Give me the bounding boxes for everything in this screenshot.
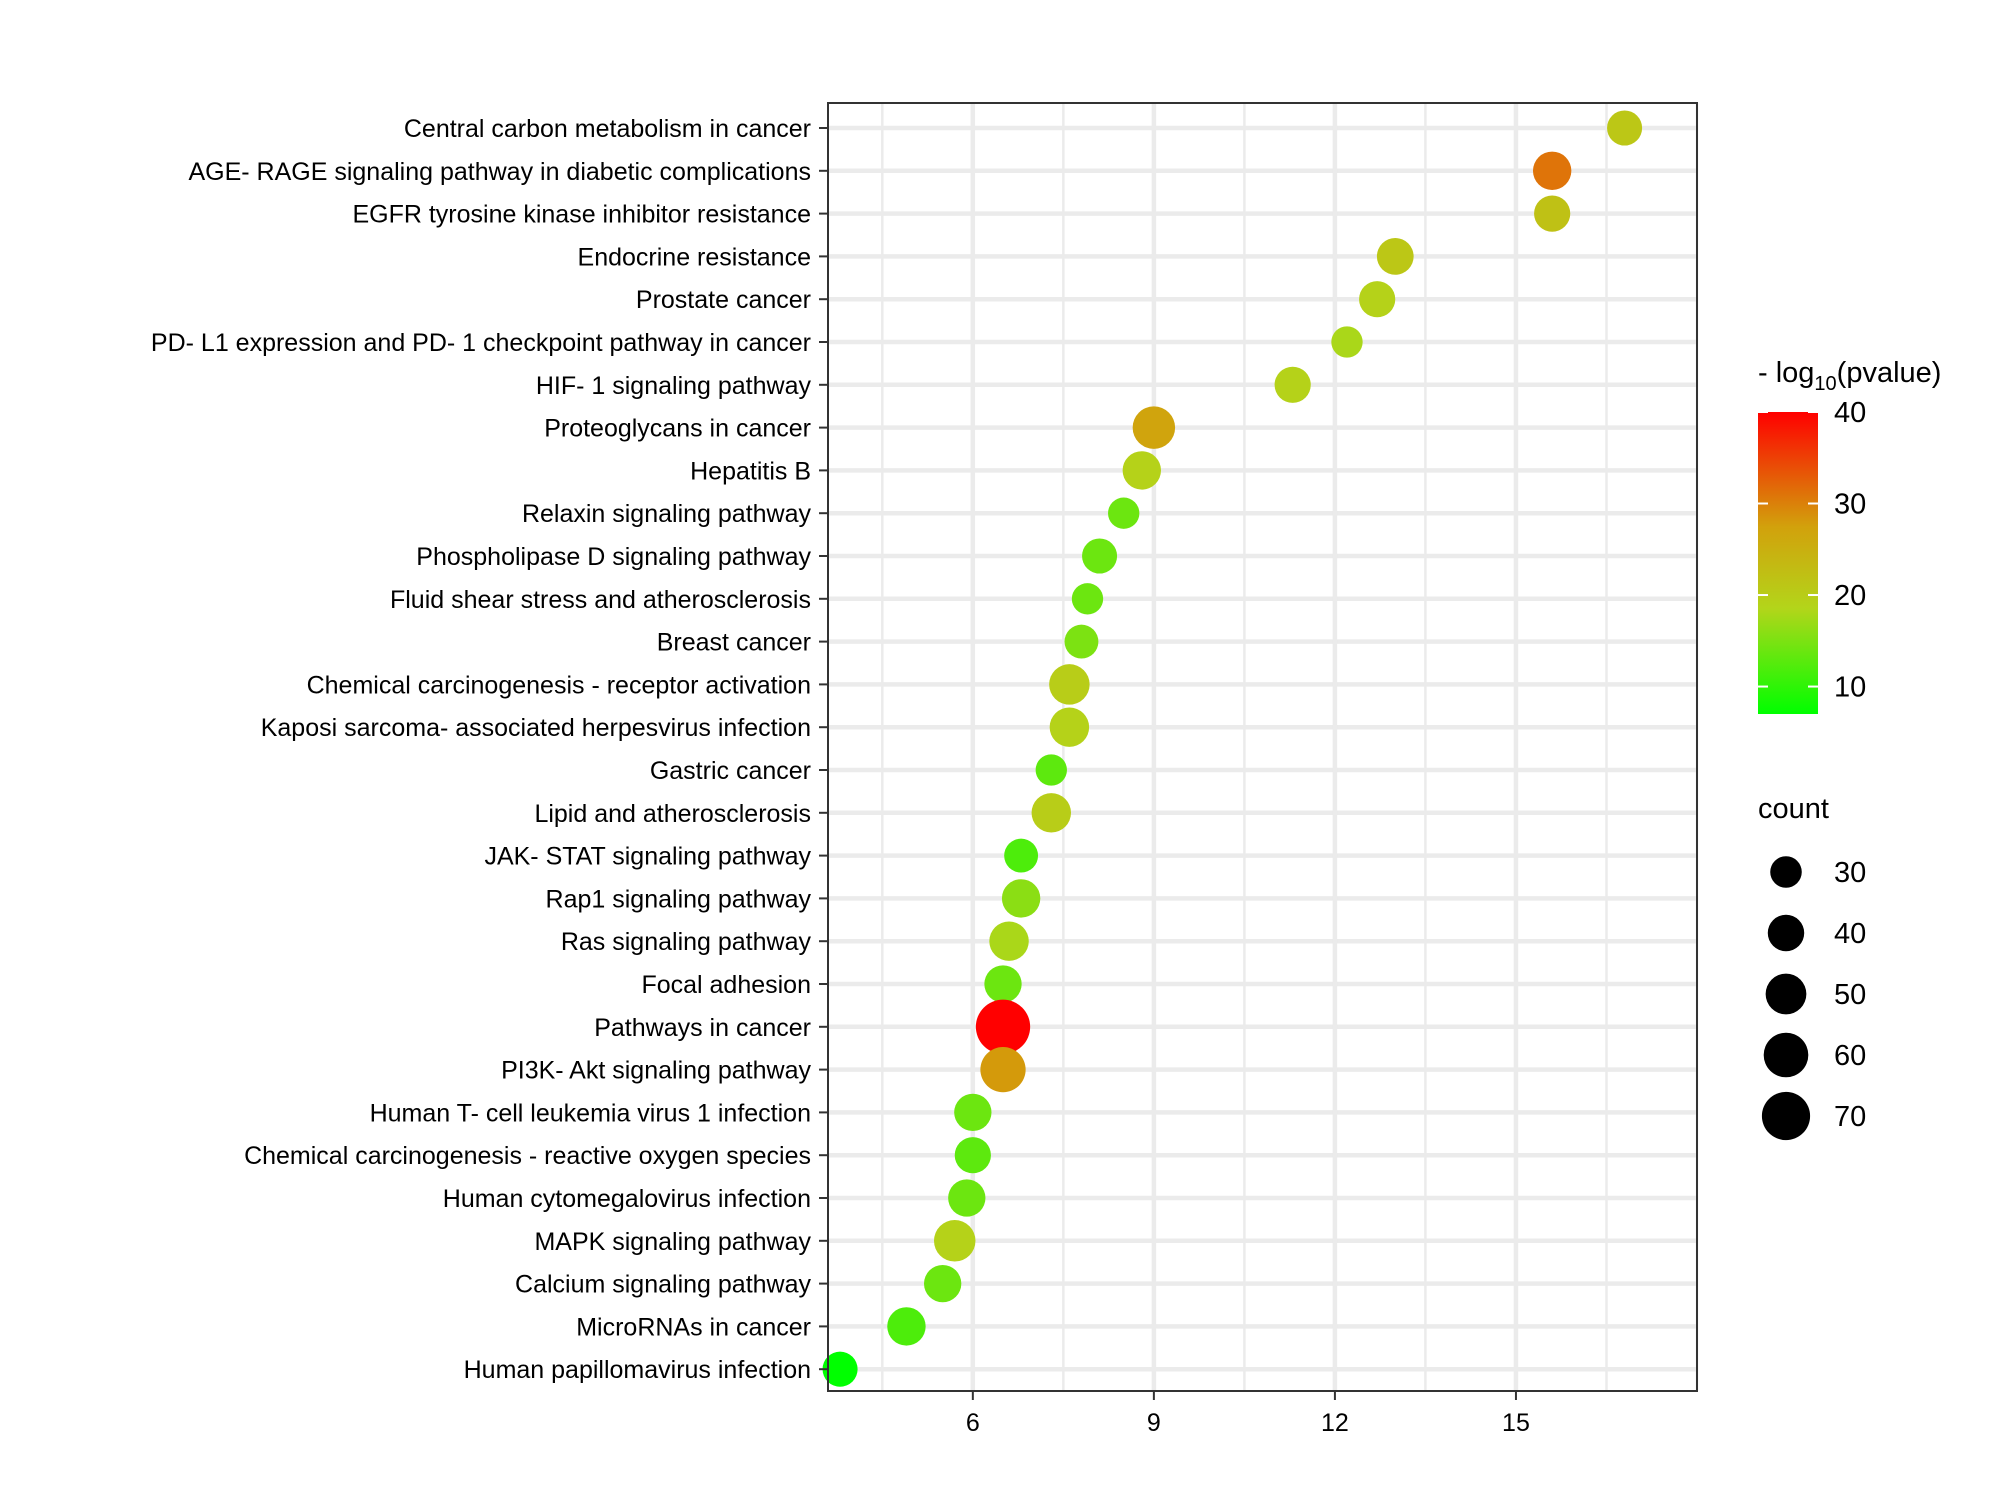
color-tick-label: 10 <box>1834 672 1866 704</box>
data-point <box>1049 707 1090 747</box>
x-tick-label: 15 <box>1502 1409 1530 1437</box>
data-point <box>1082 538 1118 574</box>
y-tick-label: Ras signaling pathway <box>561 928 812 956</box>
y-tick-label: HIF- 1 signaling pathway <box>536 372 812 400</box>
y-tick-label: Central carbon metabolism in cancer <box>404 115 811 143</box>
data-point <box>1122 451 1162 490</box>
y-tick-label: AGE- RAGE signaling pathway in diabetic … <box>188 158 811 186</box>
size-legend-label: 70 <box>1834 1101 1866 1133</box>
color-gradient-bar <box>1758 412 1818 714</box>
color-tick-label: 40 <box>1834 397 1866 429</box>
y-tick-label: PD- L1 expression and PD- 1 checkpoint p… <box>151 329 811 357</box>
y-tick-label: Human cytomegalovirus infection <box>443 1185 811 1213</box>
y-tick-label: Kaposi sarcoma- associated herpesvirus i… <box>261 714 811 742</box>
data-point <box>1534 195 1571 232</box>
data-point <box>822 1351 858 1387</box>
x-tick-label: 12 <box>1321 1409 1349 1437</box>
size-legend-label: 60 <box>1834 1040 1866 1072</box>
data-point <box>989 921 1029 961</box>
y-tick-label: JAK- STAT signaling pathway <box>484 843 811 871</box>
y-tick-label: Prostate cancer <box>636 286 811 314</box>
size-legend-label: 40 <box>1834 918 1866 950</box>
data-point <box>887 1307 926 1346</box>
data-point <box>1071 583 1104 615</box>
y-axis-labels: Central carbon metabolism in cancer AGE- … <box>151 115 828 1384</box>
size-legend-circle <box>1765 973 1807 1015</box>
y-tick-label: Hepatitis B <box>690 457 811 485</box>
y-tick-label: Human T- cell leukemia virus 1 infection <box>370 1099 811 1127</box>
y-tick-label: Calcium signaling pathway <box>515 1271 811 1299</box>
y-tick-label: Relaxin signaling pathway <box>522 500 812 528</box>
y-tick-label: Chemical carcinogenesis - receptor activ… <box>307 671 811 699</box>
data-points <box>822 110 1643 1387</box>
data-point <box>1607 110 1643 146</box>
data-point <box>1359 281 1396 318</box>
y-tick-label: MAPK signaling pathway <box>534 1228 811 1256</box>
color-tick-label: 20 <box>1834 580 1866 612</box>
data-point <box>1331 326 1363 358</box>
data-point <box>954 1137 991 1174</box>
y-tick-label: Focal adhesion <box>641 971 811 999</box>
y-tick-label: Fluid shear stress and atherosclerosis <box>390 586 811 614</box>
data-point <box>1004 838 1039 873</box>
y-tick-label: Human papillomavirus infection <box>464 1356 811 1384</box>
data-point <box>1108 497 1140 529</box>
data-point <box>1064 624 1099 659</box>
data-point <box>933 1220 976 1262</box>
color-legend-title: - log10(pvalue) <box>1758 357 1941 395</box>
size-legend-label: 50 <box>1834 979 1866 1011</box>
size-legend-title: count <box>1758 793 1829 825</box>
y-tick-label: Pathways in cancer <box>594 1014 811 1042</box>
data-point <box>1035 754 1067 786</box>
data-point <box>954 1093 992 1132</box>
color-legend: - log10(pvalue) 10 20 30 40 <box>1758 357 1941 714</box>
y-tick-label: Lipid and atherosclerosis <box>534 800 811 828</box>
y-tick-label: EGFR tyrosine kinase inhibitor resistanc… <box>352 201 811 229</box>
plot-panel-border <box>827 102 1698 1392</box>
data-point <box>1031 793 1072 833</box>
size-legend-circle <box>1770 856 1802 888</box>
x-tick-label: 6 <box>966 1409 980 1437</box>
x-tick-label: 9 <box>1147 1409 1161 1437</box>
y-tick-label: Breast cancer <box>657 629 811 657</box>
data-point <box>948 1179 986 1217</box>
y-tick-label: MicroRNAs in cancer <box>576 1313 811 1341</box>
data-point <box>1376 238 1414 275</box>
data-point <box>1001 879 1041 918</box>
grid-lines <box>828 103 1699 1391</box>
y-tick-label: Proteoglycans in cancer <box>544 415 811 443</box>
y-tick-label: Rap1 signaling pathway <box>546 885 812 913</box>
data-point <box>980 1046 1026 1093</box>
data-point <box>984 965 1022 1003</box>
data-point <box>1532 151 1572 190</box>
data-point <box>924 1264 962 1303</box>
size-legend: count 30 40 50 60 70 <box>1758 793 1866 1141</box>
size-legend-label: 30 <box>1834 857 1866 889</box>
color-tick-label: 30 <box>1834 489 1866 521</box>
data-point <box>975 999 1031 1054</box>
y-tick-label: Phospholipase D signaling pathway <box>416 543 811 571</box>
y-tick-label: Chemical carcinogenesis - reactive oxyge… <box>244 1142 811 1170</box>
y-tick-label: Gastric cancer <box>650 757 811 785</box>
x-axis-ticks: 6 9 12 15 <box>966 1391 1530 1437</box>
y-tick-label: Endocrine resistance <box>578 243 811 271</box>
y-tick-label: PI3K- Akt signaling pathway <box>501 1057 811 1085</box>
data-point <box>1049 664 1090 705</box>
size-legend-circle <box>1761 1091 1811 1141</box>
data-point <box>1274 366 1311 403</box>
data-point <box>1132 406 1176 449</box>
size-legend-circle <box>1763 1032 1809 1078</box>
size-legend-circle <box>1767 914 1805 952</box>
